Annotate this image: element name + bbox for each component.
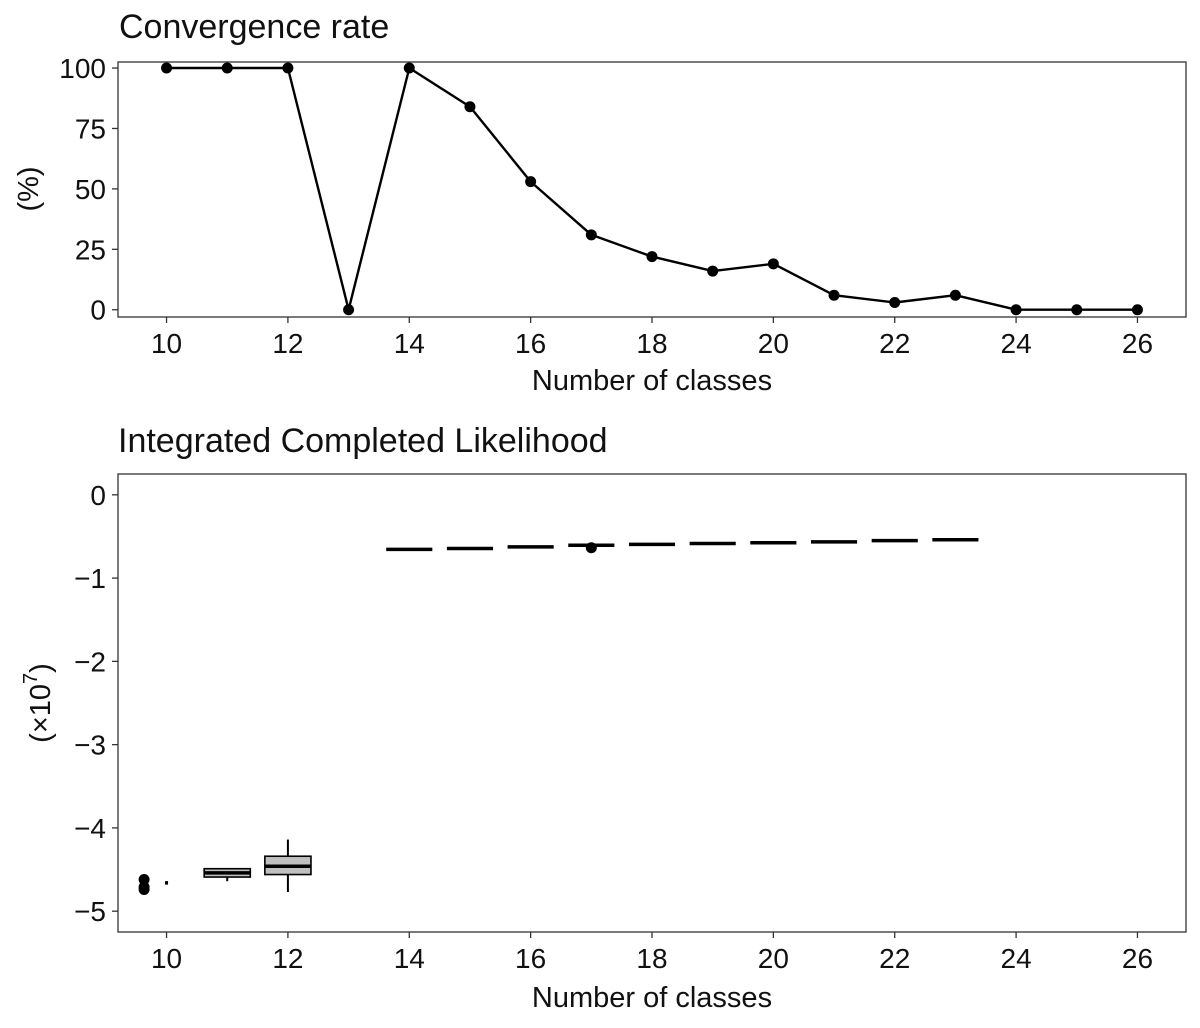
- convergence-point: [707, 265, 719, 277]
- icl-panel: Integrated Completed Likelihood 0 −1 −2 −3 −…: [20, 422, 1187, 1014]
- icl-y-axis-title-base: ×10: [25, 684, 57, 733]
- icl-x-tick-label: 22: [879, 943, 910, 974]
- icl-outlier: [138, 884, 150, 896]
- convergence-point: [161, 62, 173, 74]
- icl-y-tick-label: −2: [74, 646, 106, 677]
- convergence-point: [525, 176, 537, 188]
- icl-y-tick-label: −3: [74, 730, 106, 761]
- icl-x-axis-title: Number of classes: [532, 982, 772, 1014]
- convergence-x-tick-label: 18: [636, 328, 667, 359]
- icl-x-tick-label: 14: [394, 943, 425, 974]
- convergence-point: [949, 289, 961, 301]
- icl-y-axis-title-suffix: ): [25, 663, 57, 673]
- icl-y-axis: 0 −1 −2 −3 −4 −5: [74, 480, 118, 927]
- convergence-rate-title: Convergence rate: [119, 8, 389, 46]
- icl-y-axis-title-exponent: 7: [20, 673, 42, 684]
- convergence-point: [889, 296, 901, 308]
- convergence-line: [166, 66, 1138, 311]
- convergence-y-tick-label: 100: [59, 53, 106, 84]
- convergence-point: [767, 258, 779, 270]
- convergence-x-axis: 10 12 14 16 18 20 22 24 26: [151, 317, 1153, 359]
- icl-x-tick-label: 20: [758, 943, 789, 974]
- icl-outlier: [585, 542, 597, 554]
- convergence-point: [585, 229, 597, 241]
- convergence-x-tick-label: 26: [1122, 328, 1153, 359]
- icl-x-tick-label: 10: [151, 943, 182, 974]
- convergence-plot-frame: [117, 61, 1187, 318]
- icl-x-axis: 10 12 14 16 18 20 22 24 26: [151, 932, 1153, 974]
- icl-y-tick-label: −5: [74, 896, 106, 927]
- icl-y-axis-title-prefix: (: [25, 733, 57, 743]
- icl-title: Integrated Completed Likelihood: [118, 422, 608, 460]
- convergence-point: [282, 62, 294, 74]
- icl-x-tick-label: 24: [1001, 943, 1032, 974]
- convergence-point: [403, 62, 415, 74]
- icl-y-tick-label: −1: [74, 563, 106, 594]
- icl-box: [264, 839, 312, 893]
- convergence-series: [161, 62, 1143, 316]
- icl-box: [203, 867, 252, 882]
- icl-y-tick-label: 0: [90, 480, 106, 511]
- convergence-point: [1131, 304, 1143, 316]
- convergence-x-tick-label: 20: [758, 328, 789, 359]
- convergence-x-axis-title: Number of classes: [532, 365, 772, 397]
- convergence-point: [828, 289, 840, 301]
- icl-boxplots: [138, 538, 979, 896]
- icl-y-axis-title: (×107): [20, 663, 57, 743]
- icl-x-tick-label: 26: [1122, 943, 1153, 974]
- icl-x-tick-label: 16: [515, 943, 546, 974]
- convergence-y-tick-label: 25: [75, 234, 106, 265]
- convergence-point: [464, 101, 476, 113]
- icl-box: [138, 874, 169, 896]
- convergence-point: [1010, 304, 1022, 316]
- convergence-y-tick-label: 0: [90, 295, 106, 326]
- icl-y-tick-label: −4: [74, 813, 106, 844]
- convergence-y-axis-title: (%): [13, 166, 45, 211]
- convergence-y-tick-label: 50: [75, 174, 106, 205]
- convergence-x-tick-label: 12: [272, 328, 303, 359]
- convergence-point: [343, 304, 355, 316]
- convergence-point: [221, 62, 233, 74]
- convergence-y-axis: 0 25 50 75 100: [59, 53, 118, 326]
- icl-box: [568, 542, 615, 554]
- convergence-x-tick-label: 24: [1001, 328, 1032, 359]
- icl-x-tick-label: 12: [272, 943, 303, 974]
- convergence-x-tick-label: 10: [151, 328, 182, 359]
- convergence-point: [1071, 304, 1083, 316]
- convergence-point: [646, 251, 658, 263]
- convergence-x-tick-label: 14: [394, 328, 425, 359]
- convergence-x-tick-label: 22: [879, 328, 910, 359]
- convergence-x-tick-label: 16: [515, 328, 546, 359]
- convergence-rate-panel: Convergence rate 0 25 50 75 100 10 12 14 16 18 20…: [13, 8, 1187, 397]
- icl-x-tick-label: 18: [636, 943, 667, 974]
- convergence-y-tick-label: 75: [75, 113, 106, 144]
